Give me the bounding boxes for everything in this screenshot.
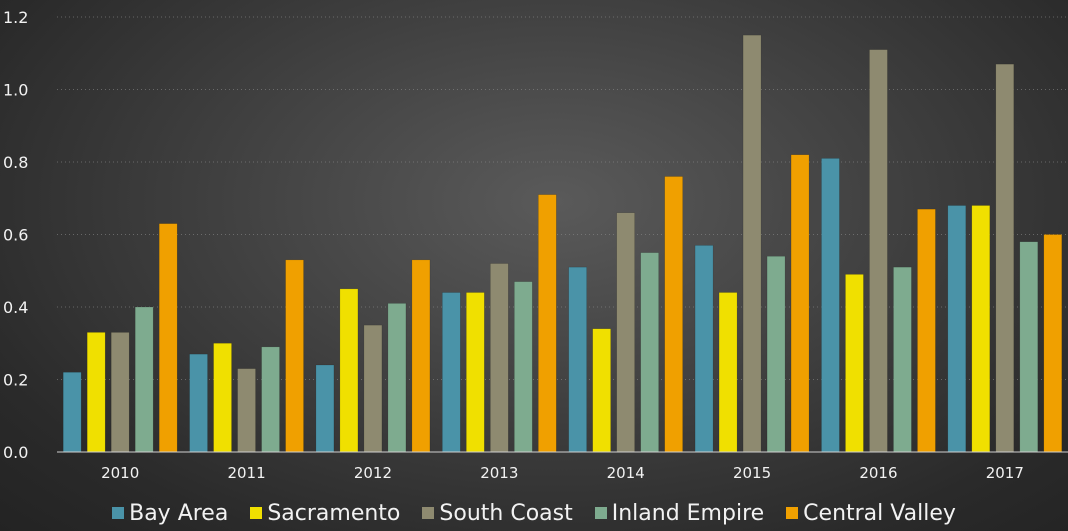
bar-central-valley-2013 [538, 194, 557, 453]
bar-central-valley-2012 [411, 259, 431, 453]
legend-item: Sacramento [250, 501, 400, 526]
x-tick-label: 2011 [227, 464, 265, 482]
bar-south-coast-2017 [995, 63, 1015, 453]
bar-inland-empire-2013 [514, 281, 533, 453]
x-tick-label: 2013 [480, 464, 518, 482]
bar-inland-empire-2011 [261, 346, 280, 453]
bar-south-coast-2016 [869, 49, 888, 453]
bar-central-valley-2017 [1043, 234, 1063, 453]
x-tick-label: 2015 [733, 464, 771, 482]
legend-item: Inland Empire [594, 500, 765, 526]
bar-sacramento-2017 [971, 205, 991, 453]
y-tick-label: 0.8 [3, 153, 28, 172]
bar-sacramento-2013 [466, 292, 485, 453]
bar-bay-area-2011 [189, 353, 208, 453]
legend-item: Central Valley [786, 501, 956, 526]
legend-label: Central Valley [803, 500, 956, 526]
bar-inland-empire-2012 [387, 303, 407, 453]
bar-central-valley-2010 [158, 223, 178, 453]
bar-inland-empire-2014 [640, 252, 659, 453]
bar-south-coast-2014 [616, 212, 635, 453]
y-tick-label: 1.0 [3, 81, 28, 100]
bar-central-valley-2011 [285, 259, 304, 453]
bar-sacramento-2011 [213, 343, 232, 453]
legend-swatch [422, 507, 435, 519]
bar-sacramento-2014 [592, 328, 611, 453]
y-tick-label: 0.0 [3, 443, 28, 462]
bar-south-coast-2015 [742, 34, 762, 453]
y-tick-label: 1.2 [3, 8, 28, 27]
bar-south-coast-2012 [363, 324, 383, 453]
x-tick-label: 2014 [607, 464, 645, 482]
bar-bay-area-2012 [315, 364, 335, 453]
bar-sacramento-2015 [718, 292, 738, 453]
legend-swatch [786, 507, 799, 519]
bar-bay-area-2010 [62, 372, 82, 453]
legend-swatch [594, 507, 607, 519]
legend-label: Sacramento [267, 500, 401, 526]
x-tick-label: 2012 [354, 464, 392, 482]
legend-label: South Coast [439, 500, 573, 526]
legend-label: Bay Area [129, 500, 229, 526]
bar-bay-area-2016 [821, 158, 840, 453]
bar-inland-empire-2010 [134, 306, 154, 453]
bar-sacramento-2012 [339, 288, 359, 453]
legend-item: South Coast [422, 500, 573, 526]
bar-bay-area-2013 [442, 292, 461, 453]
bar-central-valley-2016 [917, 208, 936, 453]
bar-sacramento-2010 [86, 332, 106, 453]
bar-bay-area-2014 [568, 266, 587, 453]
legend-swatch [112, 507, 125, 519]
x-tick-label: 2010 [101, 464, 139, 482]
bar-inland-empire-2016 [893, 266, 912, 453]
bar-south-coast-2013 [490, 263, 509, 453]
bar-inland-empire-2017 [1019, 241, 1039, 453]
chart-legend: Bay Area Sacramento South Coast Inland Empi… [0, 498, 1068, 528]
y-tick-label: 0.2 [3, 371, 28, 390]
bar-central-valley-2014 [664, 176, 683, 453]
legend-label: Inland Empire [611, 500, 765, 526]
bar-sacramento-2016 [845, 274, 864, 453]
legend-item: Bay Area [112, 501, 228, 526]
y-tick-label: 0.4 [3, 298, 28, 317]
legend-swatch [250, 507, 263, 519]
x-tick-label: 2017 [986, 464, 1024, 482]
x-tick-label: 2016 [859, 464, 897, 482]
y-tick-label: 0.6 [3, 226, 28, 245]
bar-south-coast-2010 [110, 332, 130, 453]
bar-south-coast-2011 [237, 368, 256, 453]
bar-bay-area-2015 [694, 245, 714, 453]
bar-bay-area-2017 [947, 205, 967, 453]
bar-inland-empire-2015 [766, 256, 786, 453]
bar-central-valley-2015 [790, 154, 810, 453]
